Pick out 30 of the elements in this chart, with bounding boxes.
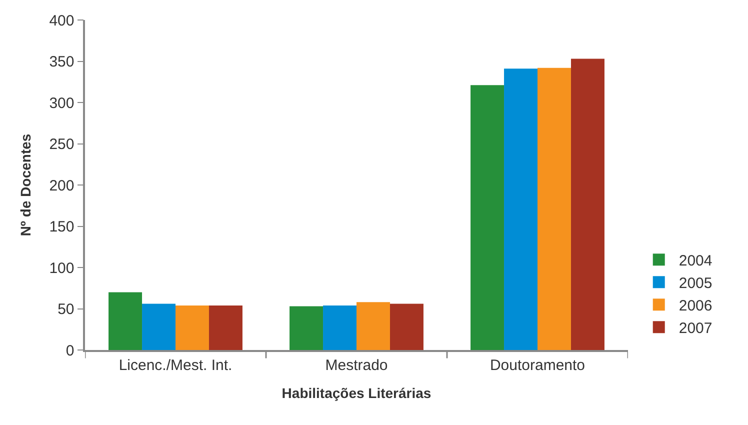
bar: [570, 58, 604, 350]
y-tick-label: 50: [58, 301, 74, 318]
bar: [290, 306, 324, 350]
x-tick-label: Mestrado: [325, 357, 388, 374]
legend-label: 2007: [678, 320, 712, 337]
bar: [390, 304, 424, 350]
y-tick-label: 250: [49, 136, 74, 153]
bar: [356, 302, 390, 350]
legend-label: 2005: [678, 275, 712, 292]
bar: [538, 68, 571, 350]
y-tick-label: 350: [49, 54, 74, 70]
y-tick-label: 200: [49, 177, 74, 194]
y-tick-label: 300: [49, 94, 74, 112]
y-axis-title: Nº de Docentes: [17, 134, 34, 236]
x-tick-label: Doutoramento: [490, 357, 586, 374]
bar: [323, 305, 356, 350]
y-tick-label: 100: [49, 260, 74, 277]
x-axis-title: Habilitações Literárias: [282, 384, 432, 401]
bar: [470, 85, 504, 350]
legend-label: 2004: [678, 252, 712, 270]
bar: [504, 68, 538, 350]
bar: [142, 304, 176, 350]
x-tick-label: Licenc./Mest. Int.: [118, 357, 232, 374]
legend-label: 2006: [678, 298, 712, 314]
bar: [176, 305, 209, 350]
y-tick-label: 0: [66, 342, 74, 360]
bar: [108, 292, 142, 350]
y-tick-label: 150: [49, 218, 74, 236]
y-tick-label: 400: [49, 12, 74, 30]
bar: [208, 305, 242, 350]
